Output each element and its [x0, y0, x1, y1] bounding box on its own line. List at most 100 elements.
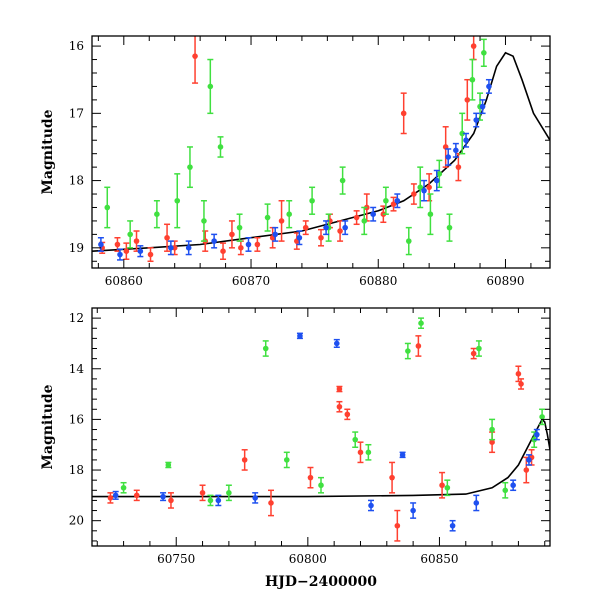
x-tick-label: 60800 [289, 552, 327, 566]
red-point [389, 474, 395, 481]
red-point [439, 482, 445, 489]
blue-point [463, 137, 469, 144]
blue-point [211, 238, 217, 244]
top-panel: 60860 60870 60880 60890 16 17 18 19 Magnitude [40, 35, 551, 288]
green-point [469, 76, 476, 83]
green-point [481, 50, 487, 56]
red-point [415, 343, 422, 349]
blue-point [421, 187, 427, 194]
red-point [523, 467, 530, 473]
blue-point [526, 457, 532, 463]
plot-frame [91, 307, 551, 547]
green-point [207, 497, 214, 504]
y-axis-title: Magnitude [40, 109, 56, 194]
red-point [123, 248, 130, 254]
red-point [254, 241, 261, 248]
red-point [307, 474, 314, 481]
blue-point [534, 431, 540, 438]
y-tick-label: 16 [69, 412, 84, 426]
x-tick-label: 60750 [157, 552, 195, 566]
green-point [264, 214, 271, 221]
green-point [444, 484, 451, 491]
red-point [192, 53, 198, 59]
green-point [283, 457, 290, 463]
blue-point [137, 248, 144, 254]
green-point [446, 224, 453, 231]
red-point [114, 241, 121, 248]
green-point [339, 177, 346, 184]
y-tick-label: 18 [69, 463, 84, 477]
blue-point [98, 241, 104, 248]
green-point [165, 462, 172, 468]
y-tick-label: 18 [69, 174, 84, 188]
red-point [318, 234, 324, 241]
blue-point [215, 497, 222, 504]
data-layer [92, 36, 550, 263]
red-point [199, 490, 206, 496]
y-tick-label: 19 [69, 241, 84, 255]
blue-point [160, 493, 166, 500]
blue-point [394, 197, 401, 204]
green-point [236, 224, 243, 231]
green-point [174, 197, 181, 204]
blue-point [410, 507, 416, 514]
green-point [476, 345, 482, 352]
y-tick-label: 20 [69, 514, 84, 528]
red-point [336, 403, 343, 410]
y-tick-label: 12 [69, 311, 84, 325]
blue-point [368, 502, 374, 509]
blue-point [486, 83, 492, 90]
green-point [436, 171, 443, 177]
y-tick-label: 16 [69, 39, 84, 53]
green-point [120, 484, 127, 491]
green-point [539, 414, 545, 420]
green-point [383, 197, 389, 204]
red-point [470, 43, 477, 49]
green-point [286, 211, 292, 218]
x-tick-label: 60890 [486, 274, 524, 288]
red-point [400, 110, 407, 117]
red-point [147, 251, 154, 258]
green-point [226, 490, 232, 496]
red-point [518, 381, 524, 387]
red-point [390, 201, 397, 207]
green-point [104, 204, 111, 211]
blue-point [449, 522, 456, 529]
red-point [426, 184, 432, 191]
red-point [107, 495, 114, 501]
green-point [352, 436, 359, 443]
green-point [365, 449, 372, 456]
red-point [455, 164, 462, 170]
green-point [405, 238, 412, 244]
red-point [353, 214, 360, 221]
red-point [515, 371, 522, 377]
blue-point [342, 224, 348, 231]
blue-point [185, 245, 192, 251]
red-point [278, 218, 285, 224]
model-curve [92, 418, 550, 498]
red-point [464, 97, 471, 103]
blue-point [510, 482, 516, 489]
green-point [502, 487, 509, 494]
red-point [394, 522, 401, 529]
bottom-panel: 60750 60800 60850 12 14 16 18 20 Magnitude HJD−24… [40, 307, 551, 590]
blue-point [473, 117, 480, 123]
red-point [168, 497, 174, 504]
green-point [489, 426, 495, 433]
green-point [361, 218, 368, 224]
blue-point [252, 495, 258, 501]
green-point [262, 345, 269, 352]
red-point [133, 238, 140, 244]
green-point [207, 83, 214, 90]
red-point [344, 411, 351, 418]
y-tick-label: 14 [69, 362, 85, 376]
green-point [201, 218, 207, 224]
blue-point [245, 241, 252, 248]
red-point [489, 439, 495, 445]
green-point [418, 320, 424, 326]
green-point [309, 197, 315, 204]
x-tick-label: 60880 [359, 274, 397, 288]
red-point [229, 231, 235, 238]
blue-point [453, 147, 459, 154]
